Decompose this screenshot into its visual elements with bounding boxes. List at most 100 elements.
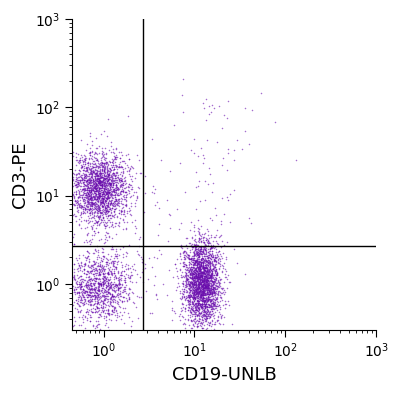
Point	[205, 282, 211, 289]
Point	[122, 262, 128, 269]
Point	[196, 268, 202, 275]
Point	[83, 168, 90, 175]
Point	[196, 273, 203, 279]
Point	[219, 125, 225, 131]
Point	[205, 271, 211, 277]
Point	[115, 164, 121, 171]
Point	[200, 265, 206, 271]
Point	[101, 300, 107, 307]
Point	[216, 265, 222, 272]
Point	[89, 201, 95, 208]
Point	[199, 255, 206, 261]
Point	[88, 199, 94, 205]
Point	[213, 261, 220, 267]
Point	[107, 180, 114, 186]
Point	[200, 244, 206, 250]
Point	[138, 256, 145, 262]
Point	[103, 202, 109, 208]
Point	[80, 180, 86, 186]
Point	[115, 196, 122, 203]
Point	[88, 196, 94, 202]
Point	[109, 307, 115, 313]
Point	[113, 220, 120, 227]
Point	[195, 271, 202, 278]
Point	[203, 308, 210, 314]
Point	[125, 265, 132, 272]
Point	[94, 181, 100, 187]
Point	[85, 282, 91, 288]
Point	[203, 284, 209, 290]
Point	[192, 260, 199, 267]
Point	[208, 245, 214, 251]
Point	[212, 321, 218, 327]
Point	[202, 282, 208, 288]
Point	[77, 194, 83, 201]
Point	[209, 299, 215, 306]
Point	[118, 191, 124, 197]
Point	[207, 278, 214, 284]
Point	[116, 290, 123, 296]
Point	[192, 251, 198, 257]
Point	[96, 269, 102, 276]
Point	[188, 293, 195, 300]
Point	[111, 166, 118, 172]
Point	[194, 320, 200, 327]
Point	[76, 182, 82, 188]
Point	[108, 162, 114, 168]
Point	[188, 268, 194, 275]
Point	[184, 277, 190, 283]
Point	[86, 177, 92, 184]
Point	[201, 264, 207, 270]
Point	[102, 165, 109, 171]
Point	[203, 265, 210, 271]
Point	[193, 288, 199, 294]
Point	[88, 167, 94, 173]
Point	[97, 173, 104, 179]
Point	[104, 176, 110, 182]
Point	[90, 179, 96, 185]
Point	[76, 191, 82, 198]
Point	[86, 238, 92, 245]
Point	[78, 273, 84, 280]
Point	[101, 286, 107, 292]
Point	[112, 248, 119, 255]
Point	[177, 295, 183, 301]
Point	[84, 185, 91, 192]
Point	[184, 267, 190, 273]
Point	[197, 267, 204, 273]
Point	[98, 170, 104, 176]
Point	[104, 178, 111, 184]
Point	[99, 214, 106, 221]
Point	[94, 298, 100, 304]
Point	[95, 294, 101, 300]
Point	[185, 307, 192, 313]
Point	[188, 255, 194, 261]
Point	[104, 256, 110, 262]
Point	[198, 274, 205, 280]
Point	[201, 269, 207, 276]
Point	[97, 263, 104, 269]
Point	[135, 314, 142, 321]
Point	[126, 167, 132, 174]
Point	[200, 249, 206, 256]
Point	[191, 280, 198, 286]
Point	[202, 277, 208, 284]
Point	[92, 306, 98, 312]
Point	[88, 308, 94, 314]
Point	[212, 292, 218, 298]
Point	[186, 304, 192, 310]
Point	[111, 177, 118, 184]
Point	[71, 193, 78, 199]
Point	[190, 249, 196, 255]
Point	[186, 278, 193, 285]
Point	[190, 259, 196, 265]
Point	[112, 187, 118, 193]
Point	[196, 281, 202, 288]
Point	[201, 269, 207, 275]
Point	[203, 301, 209, 307]
Point	[198, 270, 205, 276]
Point	[72, 197, 78, 203]
Point	[112, 181, 119, 187]
Point	[86, 212, 93, 218]
Point	[88, 187, 94, 193]
